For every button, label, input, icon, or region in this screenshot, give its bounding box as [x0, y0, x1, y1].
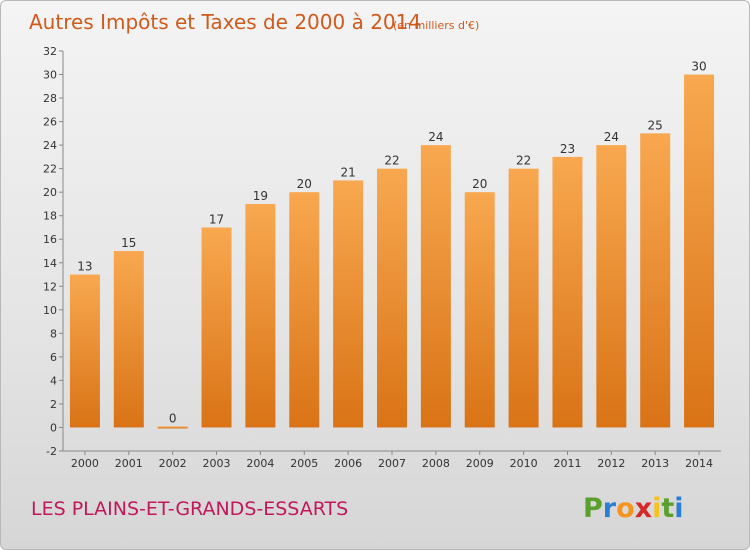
x-tick-label-2013: 2013	[641, 457, 669, 470]
bar-2007	[377, 168, 407, 428]
bar-2001	[113, 251, 144, 428]
commune-name: LES PLAINS-ET-GRANDS-ESSARTS	[31, 498, 348, 520]
y-tick-label: 8	[50, 327, 57, 340]
y-tick-label: 14	[43, 257, 57, 270]
y-tick-label: 12	[43, 280, 57, 293]
x-tick-label-2014: 2014	[685, 457, 713, 470]
x-tick-label-2010: 2010	[510, 457, 538, 470]
bar-2000	[69, 274, 100, 428]
bar-2013	[640, 133, 671, 428]
bar-2009	[464, 192, 495, 428]
x-tick-label-2001: 2001	[115, 457, 143, 470]
bar-2010	[508, 168, 539, 428]
x-tick-label-2011: 2011	[553, 457, 581, 470]
data-label-2014: 30	[691, 60, 706, 74]
y-tick-label: 2	[50, 398, 57, 411]
x-tick-label-2006: 2006	[334, 457, 362, 470]
data-label-2001: 15	[121, 236, 136, 250]
data-label-2013: 25	[648, 118, 663, 132]
data-label-2007: 22	[384, 154, 399, 168]
x-tick-label-2012: 2012	[597, 457, 625, 470]
y-tick-label: 10	[43, 304, 57, 317]
bar-2005	[289, 192, 320, 428]
chart-title: Autres Impôts et Taxes de 2000 à 2014	[29, 10, 421, 34]
x-tick-label-2008: 2008	[422, 457, 450, 470]
data-label-2011: 23	[560, 142, 575, 156]
bar-2003	[201, 227, 232, 428]
y-tick-label: 18	[43, 210, 57, 223]
chart-subtitle: (en milliers d'€)	[393, 19, 479, 32]
bar-2014	[684, 74, 715, 428]
data-label-2010: 22	[516, 154, 531, 168]
x-tick-label-2004: 2004	[246, 457, 274, 470]
x-tick-label-2009: 2009	[466, 457, 494, 470]
bar-2004	[245, 203, 276, 428]
data-label-2009: 20	[472, 177, 487, 191]
x-tick-label-2003: 2003	[203, 457, 231, 470]
data-label-2004: 19	[253, 189, 268, 203]
bar-2012	[596, 145, 627, 428]
data-label-2005: 20	[297, 177, 312, 191]
y-tick-label: 28	[43, 92, 57, 105]
data-label-2000: 13	[77, 260, 92, 274]
y-tick-label: 20	[43, 186, 57, 199]
bars: 13 15 0 17 19 20 21 22 24 20 22 23 24 25 30	[69, 60, 715, 429]
bar-2002	[157, 426, 188, 429]
data-label-2003: 17	[209, 212, 224, 226]
y-tick-label: 6	[50, 351, 57, 364]
y-tick-label: 32	[43, 45, 57, 58]
proxiti-logo: Proxiti	[583, 493, 684, 524]
y-tick-label: -2	[46, 445, 57, 458]
y-tick-label: 26	[43, 116, 57, 129]
data-label-2002: 0	[169, 411, 177, 425]
y-tick-label: 22	[43, 163, 57, 176]
y-tick-label: 16	[43, 233, 57, 246]
bar-2011	[552, 156, 583, 428]
y-tick-label: 30	[43, 69, 57, 82]
x-tick-label-2000: 2000	[71, 457, 99, 470]
y-tick-label: 24	[43, 139, 57, 152]
x-axis: 2000 2001 2002 2003 2004 2005 2006 2007 2008 2009…	[63, 450, 721, 470]
y-tick-label: 0	[50, 421, 57, 434]
data-label-2006: 21	[340, 165, 355, 179]
x-tick-label-2005: 2005	[290, 457, 318, 470]
data-label-2008: 24	[428, 130, 443, 144]
bar-2008	[420, 145, 451, 428]
bar-2006	[333, 180, 364, 428]
x-tick-label-2002: 2002	[159, 457, 187, 470]
x-tick-label-2007: 2007	[378, 457, 406, 470]
y-tick-label: 4	[50, 374, 57, 387]
data-label-2012: 24	[604, 130, 619, 144]
